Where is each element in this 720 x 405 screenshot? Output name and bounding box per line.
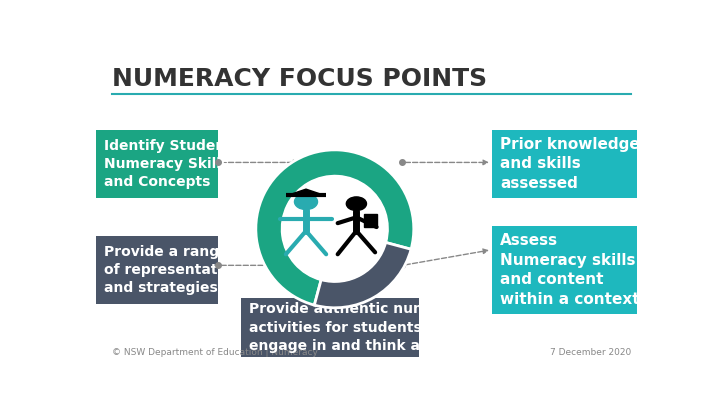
Text: NUMERACY FOCUS POINTS: NUMERACY FOCUS POINTS xyxy=(112,67,487,91)
Wedge shape xyxy=(256,150,414,305)
Wedge shape xyxy=(315,243,411,308)
FancyBboxPatch shape xyxy=(492,226,637,314)
FancyBboxPatch shape xyxy=(96,130,218,198)
Circle shape xyxy=(346,197,366,211)
Text: Provide authentic numeracy
activities for students to
engage in and think about: Provide authentic numeracy activities fo… xyxy=(249,302,471,353)
Text: Identify Student
Numeracy Skills
and Concepts: Identify Student Numeracy Skills and Con… xyxy=(104,139,232,190)
FancyBboxPatch shape xyxy=(492,130,637,198)
FancyBboxPatch shape xyxy=(240,298,419,357)
FancyBboxPatch shape xyxy=(96,236,218,304)
Text: Prior knowledge
and skills
assessed: Prior knowledge and skills assessed xyxy=(500,136,640,191)
Text: © NSW Department of Education | Numeracy: © NSW Department of Education | Numeracy xyxy=(112,348,318,357)
Circle shape xyxy=(282,176,387,281)
Circle shape xyxy=(294,194,318,209)
Text: Provide a range
of representations
and strategies: Provide a range of representations and s… xyxy=(104,245,250,295)
Text: 7 December 2020: 7 December 2020 xyxy=(550,348,631,357)
Text: Assess
Numeracy skills
and content
within a context: Assess Numeracy skills and content withi… xyxy=(500,233,640,307)
Bar xyxy=(364,214,377,227)
Polygon shape xyxy=(289,189,323,195)
